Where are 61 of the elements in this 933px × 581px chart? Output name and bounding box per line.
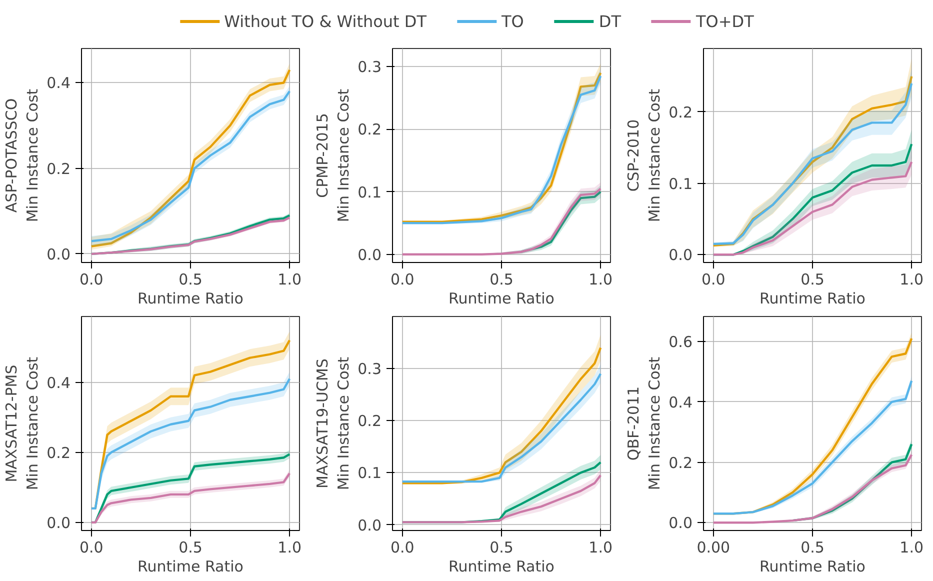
x-tick-label: 0.5: [178, 270, 202, 288]
y-tick-label: 0.4: [668, 393, 693, 412]
text: MAXSAT19-UCMS: [314, 358, 332, 488]
x-tick-label: 1.0: [278, 270, 302, 288]
y-axis-title: Min Instance Cost: [24, 88, 42, 222]
legend-label: TO+DT: [696, 12, 754, 30]
x-tick-label: 0.5: [490, 270, 514, 288]
x-tick-label: 1.0: [278, 538, 302, 556]
x-tick-label: 1.0: [900, 538, 924, 556]
y-tick-label: 0.1: [358, 464, 382, 482]
y-tick-label: 0.3: [358, 360, 382, 378]
legend-label: TO: [502, 12, 524, 30]
y-tick-label: 0.2: [46, 444, 71, 462]
x-axis-title: Runtime Ratio: [448, 290, 554, 308]
x-axis-title: Runtime Ratio: [138, 290, 244, 308]
y-tick-label: 0.6: [668, 333, 693, 352]
x-tick-label: 0.0: [79, 270, 104, 288]
y-tick-label: 0.4: [46, 74, 71, 92]
y-tick-label: 0.2: [46, 160, 71, 178]
x-tick-label: 1.0: [900, 270, 924, 288]
x-axis-title: Runtime Ratio: [138, 558, 244, 576]
x-tick-label: 0.0: [701, 270, 726, 288]
y-tick-label: 0.0: [46, 245, 71, 264]
text: ASP-POTASSCO: [2, 98, 20, 213]
x-tick-label: 0.5: [178, 538, 202, 556]
text: CSP-2010: [624, 119, 642, 192]
y-axis-title: Min Instance Cost: [334, 88, 353, 222]
x-tick-label: 1.0: [588, 270, 613, 288]
y-axis-title: Min Instance Cost: [334, 356, 353, 490]
text: CPMP-2015: [314, 113, 332, 198]
y-tick-label: 0.2: [358, 412, 382, 430]
y-tick-label: 0.4: [46, 374, 71, 392]
text: MAXSAT12-PMS: [2, 364, 20, 482]
y-tick-label: 0.0: [358, 516, 382, 534]
y-tick-label: 0.1: [358, 183, 382, 202]
y-tick-label: 0.2: [358, 120, 382, 139]
x-axis-title: Runtime Ratio: [760, 290, 866, 308]
x-tick-label: 0.0: [390, 270, 414, 288]
y-tick-label: 0.3: [358, 58, 382, 76]
text: QBF-2011: [624, 386, 642, 461]
y-tick-label: 0.2: [668, 103, 693, 122]
y-axis-title: Min Instance Cost: [24, 356, 42, 490]
x-axis-title: Runtime Ratio: [448, 558, 554, 576]
y-tick-label: 0.1: [668, 174, 693, 193]
x-tick-label: 0.00: [696, 538, 730, 556]
x-tick-label: 0.5: [490, 538, 514, 556]
y-axis-title: Min Instance Cost: [646, 88, 664, 222]
x-tick-label: 1.0: [588, 538, 613, 556]
x-axis-title: Runtime Ratio: [760, 558, 866, 576]
y-tick-label: 0.0: [46, 514, 71, 532]
y-axis-title: Min Instance Cost: [646, 356, 664, 490]
x-tick-label: 0.0: [79, 538, 104, 556]
legend-label: DT: [598, 12, 621, 30]
legend-label: Without TO & Without DT: [224, 12, 426, 30]
y-tick-label: 0.0: [358, 246, 382, 264]
y-tick-label: 0.2: [668, 454, 693, 472]
y-tick-label: 0.0: [668, 246, 693, 264]
x-tick-label: 0.0: [390, 538, 414, 556]
y-tick-label: 0.0: [668, 514, 693, 532]
x-tick-label: 0.5: [800, 538, 824, 556]
x-tick-label: 0.5: [800, 270, 824, 288]
